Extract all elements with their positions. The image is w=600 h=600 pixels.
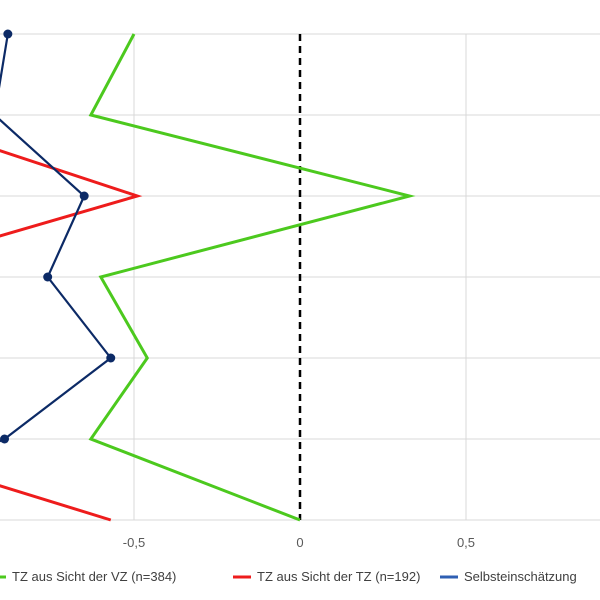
data-point [79,191,89,201]
data-point [106,353,116,363]
x-tick-label: 0,5 [457,535,475,550]
legend-item: TZ aus Sicht der TZ (n=192) [233,569,420,584]
x-axis: -1,5-1-0,500,511,5 [123,535,475,550]
legend-label: Selbsteinschätzung [464,569,577,584]
data-point [3,29,13,39]
legend-item: Selbsteinschätzung [440,569,577,584]
x-tick-label: -0,5 [123,535,145,550]
legend-label: TZ aus Sicht der TZ (n=192) [257,569,420,584]
data-point [43,272,53,282]
x-tick-label: 0 [296,535,303,550]
data-point [0,434,10,444]
legend-item: TZ aus Sicht der VZ (n=384) [0,569,176,584]
series-line [88,33,416,522]
series-1 [88,33,416,522]
series-layer [0,29,416,522]
legend: TZ aus Sicht der VZ (n=384) TZ aus Sicht … [0,569,577,584]
legend-label: TZ aus Sicht der VZ (n=384) [12,569,176,584]
series-3 [0,29,116,444]
